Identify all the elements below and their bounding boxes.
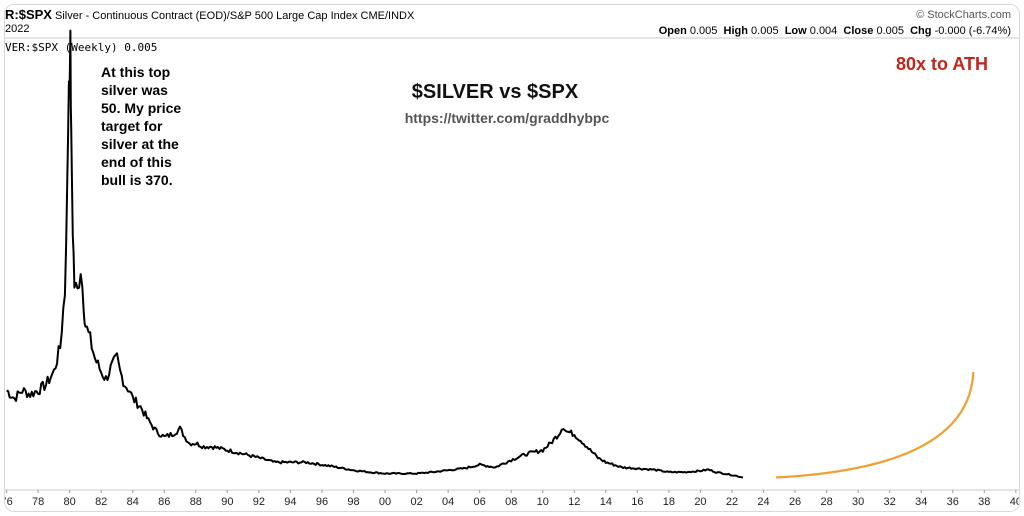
- x-tick-label: 40: [1010, 496, 1019, 508]
- note-line-4: target for: [101, 118, 163, 134]
- chart-header-title: R:$SPX Silver - Continuous Contract (EOD…: [5, 7, 415, 22]
- note-line-6: end of this: [101, 154, 172, 170]
- note-line-3: 50. My price: [101, 100, 181, 116]
- ohlc-high-value: 0.005: [751, 25, 779, 37]
- symbol-description: Silver - Continuous Contract (EOD)/S&P 5…: [55, 10, 358, 22]
- ohlc-chg-label: Chg: [910, 25, 932, 37]
- ohlc-low-value: 0.004: [809, 25, 838, 37]
- x-tick-label: 34: [915, 496, 927, 508]
- x-tick-label: 80: [64, 496, 76, 508]
- target-label: 80x to ATH: [896, 54, 988, 74]
- projection-curve: [776, 371, 975, 479]
- ohlc-high-label: High: [723, 25, 748, 37]
- x-tick-label: 84: [127, 496, 139, 508]
- ohlc-low-label: Low: [784, 25, 807, 37]
- x-tick-label: 04: [442, 496, 454, 508]
- ohlc-chg-value: -0.000 (-6.74%): [934, 25, 1011, 37]
- x-tick-label: 06: [474, 496, 486, 508]
- x-tick-label: 86: [158, 496, 170, 508]
- annotation-note: At this top silver was 50. My price targ…: [101, 64, 181, 188]
- x-tick-label: 82: [95, 496, 107, 508]
- chart-title: $SILVER vs $SPX: [412, 81, 579, 103]
- x-tick-label: 20: [694, 496, 706, 508]
- x-tick-label: 98: [347, 496, 359, 508]
- chart-frame: R:$SPX Silver - Continuous Contract (EOD…: [4, 4, 1020, 512]
- price-chart: 76 78 80 82 84 86 88 90 92 94 96 98 00 02 04 06 08 10 12 14…: [5, 29, 1019, 508]
- ohlc-close-value: 0.005: [876, 25, 904, 37]
- stockcharts-watermark: © StockCharts.com: [916, 9, 1011, 21]
- x-tick-label: 92: [253, 496, 265, 508]
- note-line-1: At this top: [101, 64, 170, 80]
- chart-date: 2022: [5, 23, 30, 35]
- x-tick-label: 10: [537, 496, 549, 508]
- ohlc-open-value: 0.005: [689, 25, 718, 37]
- x-tick-label: 24: [757, 496, 769, 508]
- x-tick-label: 28: [820, 496, 832, 508]
- symbol-label: R:$SPX: [5, 7, 52, 22]
- series-legend: VER:$SPX (Weekly) 0.005: [5, 41, 158, 54]
- note-line-5: silver at the: [101, 136, 179, 152]
- x-tick-label: 12: [568, 496, 580, 508]
- x-axis-ticks: 76 78 80 82 84 86 88 90 92 94 96 98 00 02 04 06 08 10 12 14…: [5, 490, 1019, 508]
- x-tick-label: 38: [978, 496, 990, 508]
- x-tick-label: 22: [726, 496, 738, 508]
- note-line-2: silver was: [101, 82, 168, 98]
- exchange-label: CME/INDX: [360, 10, 415, 22]
- price-series-line: [6, 29, 744, 479]
- x-tick-label: 94: [284, 496, 296, 508]
- ohlc-readout: Open 0.005 High 0.005 Low 0.004 Close 0.…: [659, 25, 1011, 37]
- x-tick-label: 90: [221, 496, 233, 508]
- x-tick-label: 76: [5, 496, 13, 508]
- x-tick-label: 30: [852, 496, 864, 508]
- x-tick-label: 14: [600, 496, 612, 508]
- x-tick-label: 36: [947, 496, 959, 508]
- x-tick-label: 32: [884, 496, 896, 508]
- ohlc-open-label: Open: [658, 25, 687, 37]
- x-tick-label: 16: [631, 496, 643, 508]
- x-tick-label: 26: [789, 496, 801, 508]
- x-tick-label: 08: [505, 496, 517, 508]
- x-tick-label: 00: [379, 496, 391, 508]
- x-tick-label: 78: [32, 496, 44, 508]
- x-tick-label: 96: [316, 496, 328, 508]
- x-tick-label: 02: [410, 496, 422, 508]
- ohlc-close-label: Close: [843, 25, 874, 37]
- twitter-url: https://twitter.com/graddhybpc: [405, 110, 610, 126]
- x-tick-label: 18: [663, 496, 675, 508]
- x-tick-label: 88: [190, 496, 202, 508]
- note-line-7: bull is 370.: [101, 172, 173, 188]
